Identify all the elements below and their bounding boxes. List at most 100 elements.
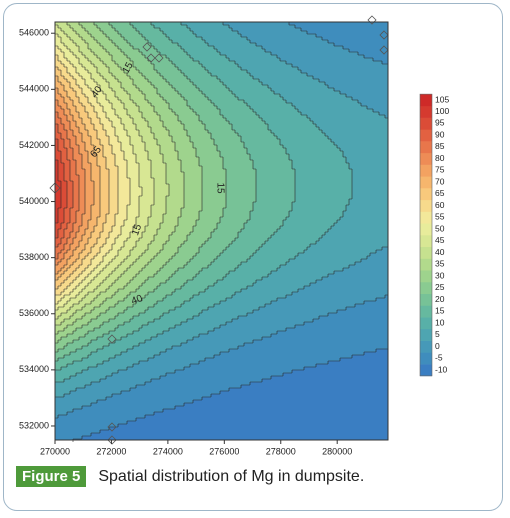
field-cell <box>97 253 107 257</box>
field-cell <box>91 271 101 275</box>
field-cell <box>85 190 95 194</box>
colorbar-label: 100 <box>435 106 449 116</box>
field-cell <box>73 187 80 191</box>
field-cell <box>253 283 311 287</box>
field-cell <box>109 199 119 203</box>
field-cell <box>109 208 119 212</box>
field-cell <box>271 130 323 134</box>
field-cell <box>94 199 101 203</box>
field-cell <box>61 121 71 125</box>
field-cell <box>151 43 179 47</box>
field-cell <box>130 184 140 188</box>
field-cell <box>349 265 389 269</box>
field-cell <box>55 169 59 173</box>
colorbar-cell <box>420 199 432 212</box>
field-cell <box>73 151 80 155</box>
field-cell <box>100 199 110 203</box>
field-cell <box>61 154 68 158</box>
field-cell <box>325 133 389 137</box>
field-cell <box>91 121 101 125</box>
field-cell <box>232 295 287 299</box>
field-cell <box>64 328 77 332</box>
field-cell <box>160 118 179 122</box>
field-cell <box>85 193 95 197</box>
field-cell <box>64 379 101 383</box>
field-cell <box>85 55 98 59</box>
field-cell <box>253 163 293 167</box>
colorbar-label: 35 <box>435 259 445 269</box>
field-cell <box>184 205 203 209</box>
field-cell <box>70 265 80 269</box>
field-cell <box>55 28 62 32</box>
field-cell <box>55 262 59 266</box>
field-cell <box>55 355 65 359</box>
y-tick-label: 544000 <box>19 84 49 94</box>
field-cell <box>145 94 161 98</box>
field-cell <box>217 106 251 110</box>
field-cell <box>82 271 92 275</box>
field-cell <box>154 274 173 278</box>
field-cell <box>253 310 338 314</box>
field-cell <box>88 331 110 335</box>
field-cell <box>253 109 299 113</box>
field-cell <box>127 163 140 167</box>
field-cell <box>295 25 389 29</box>
field-cell <box>97 70 110 74</box>
field-cell <box>127 112 143 116</box>
field-cell <box>136 418 389 422</box>
field-cell <box>67 115 74 119</box>
field-cell <box>106 277 119 281</box>
field-cell <box>346 208 389 212</box>
frame <box>3 3 503 511</box>
field-cell <box>157 70 182 74</box>
field-cell <box>82 220 89 224</box>
field-cell <box>58 91 68 95</box>
field-cell <box>214 139 242 143</box>
field-cell <box>295 172 353 176</box>
field-cell <box>55 247 65 251</box>
field-cell <box>85 232 92 236</box>
field-cell <box>61 241 68 245</box>
field-cell <box>94 127 104 131</box>
field-cell <box>262 379 389 383</box>
field-cell <box>289 214 344 218</box>
field-cell <box>130 58 149 62</box>
field-cell <box>220 253 254 257</box>
field-cell <box>169 106 191 110</box>
field-cell <box>94 193 101 197</box>
field-cell <box>232 127 269 131</box>
field-cell <box>163 217 179 221</box>
field-cell <box>100 175 110 179</box>
field-cell <box>67 364 98 368</box>
field-cell <box>73 148 80 152</box>
field-cell <box>73 76 83 80</box>
field-cell <box>64 88 74 92</box>
field-cell <box>118 172 128 176</box>
colorbar-cell <box>420 164 432 177</box>
field-cell <box>220 220 248 224</box>
field-cell <box>70 61 80 65</box>
field-cell <box>163 157 179 161</box>
field-cell <box>226 205 254 209</box>
field-cell <box>106 97 119 101</box>
field-cell <box>94 289 107 293</box>
field-cell <box>130 250 146 254</box>
field-cell <box>91 352 122 356</box>
field-cell <box>94 145 104 149</box>
field-cell <box>175 271 200 275</box>
field-cell <box>55 172 59 176</box>
field-cell <box>76 286 86 290</box>
field-cell <box>109 169 119 173</box>
field-cell <box>139 175 152 179</box>
field-cell <box>184 301 221 305</box>
field-cell <box>55 316 59 320</box>
field-cell <box>64 319 77 323</box>
field-cell <box>145 250 161 254</box>
field-cell <box>115 220 125 224</box>
field-cell <box>205 289 242 293</box>
field-cell <box>127 73 143 77</box>
field-cell <box>310 244 389 248</box>
field-cell <box>235 94 281 98</box>
field-cell <box>217 148 248 152</box>
field-cell <box>100 325 119 329</box>
